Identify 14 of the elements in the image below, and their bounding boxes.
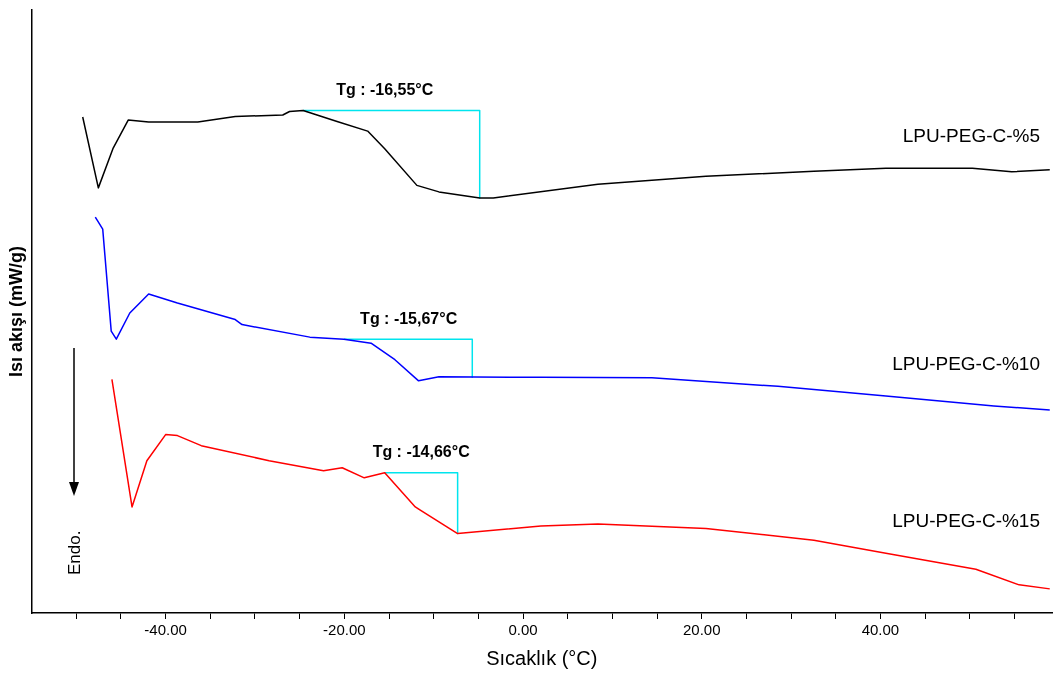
annotation: Tg : -14,66°C: [372, 443, 471, 461]
y-axis-title: Isı akışı (mW/g): [5, 245, 26, 378]
series-label: LPU-PEG-C-%5: [902, 125, 1040, 147]
x-tick-label: 20.00: [682, 621, 721, 639]
series-label: LPU-PEG-C-%15: [892, 509, 1040, 531]
x-tick-label: -20.00: [323, 621, 366, 639]
x-tick-label: 40.00: [861, 621, 900, 639]
annotation: Tg : -16,55°C: [336, 80, 434, 98]
x-tick-label: -40.00: [144, 621, 187, 639]
series-label: LPU-PEG-C-%10: [892, 352, 1040, 374]
x-axis-title: Sıcaklık (°C): [486, 646, 598, 669]
annotation: Endo.: [65, 530, 84, 575]
annotation: Tg : -15,67°C: [360, 309, 458, 327]
x-tick-label: 0.00: [508, 621, 538, 639]
